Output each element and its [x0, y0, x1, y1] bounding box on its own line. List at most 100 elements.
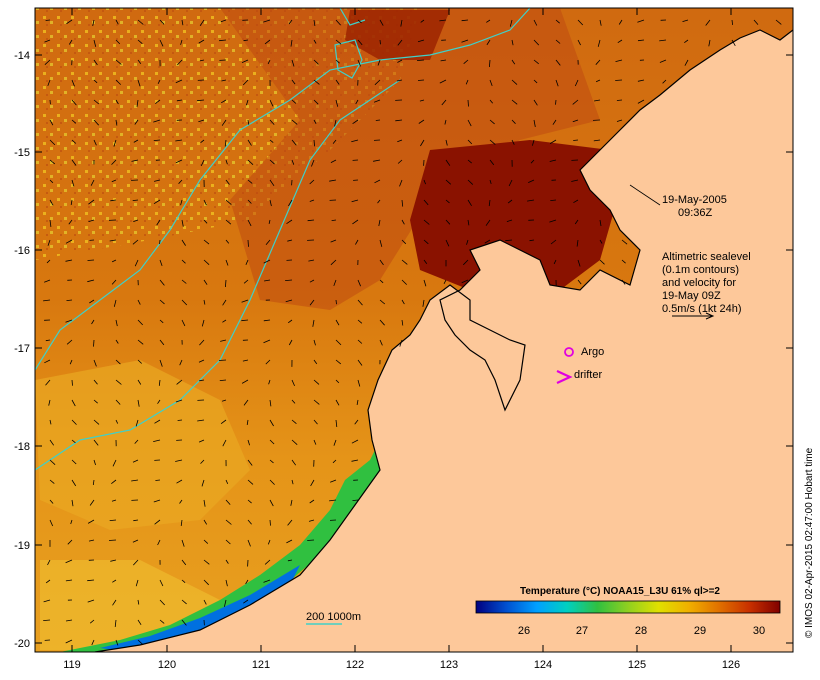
velocity-arrow: [243, 399, 249, 406]
velocity-arrow: [218, 359, 227, 361]
velocity-arrow: [621, 279, 626, 285]
velocity-arrow: [71, 99, 77, 106]
velocity-arrow: [684, 59, 689, 66]
velocity-arrow: [71, 479, 77, 487]
velocity-arrow: [201, 479, 205, 487]
velocity-arrow: [67, 539, 73, 545]
velocity-arrow: [444, 119, 447, 125]
velocity-arrow: [445, 199, 450, 204]
velocity-arrow: [45, 379, 51, 386]
velocity-arrow: [44, 39, 51, 43]
velocity-arrow: [71, 419, 77, 425]
velocity-arrow: [89, 299, 95, 304]
velocity-arrow: [291, 419, 297, 425]
velocity-arrow: [445, 159, 451, 166]
velocity-arrow: [44, 359, 51, 364]
velocity-arrow: [511, 39, 514, 46]
velocity-arrow: [177, 59, 183, 66]
velocity-arrow: [242, 359, 249, 362]
velocity-arrow: [93, 139, 97, 146]
velocity-arrow: [333, 439, 337, 446]
velocity-arrow: [92, 479, 95, 486]
velocity-arrow: [511, 139, 515, 145]
velocity-arrow: [70, 199, 73, 205]
velocity-arrow: [241, 299, 249, 303]
velocity-arrow: [220, 419, 227, 425]
velocity-arrow: [291, 79, 296, 85]
velocity-arrow: [467, 139, 473, 145]
velocity-arrow: [572, 119, 579, 123]
x-axis: [71, 8, 732, 652]
velocity-arrow: [93, 59, 98, 66]
velocity-arrow: [269, 499, 274, 507]
y-tick-label: -14: [14, 50, 30, 62]
velocity-arrow: [175, 139, 183, 142]
velocity-scale-arrowhead: [705, 312, 715, 320]
velocity-arrow: [555, 59, 561, 66]
altimetry-line-3: and velocity for: [662, 277, 736, 289]
velocity-arrow: [87, 599, 95, 603]
velocity-arrow: [199, 19, 205, 27]
velocity-arrow: [71, 79, 75, 87]
velocity-arrow: [335, 419, 338, 428]
velocity-arrow: [553, 259, 557, 265]
velocity-arrow: [159, 579, 164, 587]
velocity-arrow: [137, 399, 140, 407]
velocity-arrow: [263, 19, 271, 23]
velocity-arrow: [269, 419, 274, 427]
velocity-arrow: [180, 519, 183, 526]
colorbar-tick: 27: [576, 625, 588, 637]
velocity-arrow: [399, 179, 403, 187]
velocity-arrow: [203, 539, 209, 544]
velocity-arrow: [443, 279, 447, 284]
velocity-arrow: [243, 39, 249, 42]
velocity-arrow: [221, 79, 227, 82]
velocity-arrow: [153, 499, 161, 503]
velocity-arrow: [420, 139, 425, 147]
velocity-arrow: [203, 259, 210, 265]
velocity-arrow: [731, 19, 733, 25]
velocity-arrow: [220, 19, 227, 23]
velocity-arrow: [511, 59, 516, 65]
x-tick-label: 121: [252, 659, 270, 671]
velocity-arrow: [291, 139, 297, 146]
velocity-arrow: [49, 439, 55, 446]
velocity-arrow: [291, 399, 296, 404]
velocity-arrow: [291, 459, 297, 466]
velocity-arrow: [423, 219, 430, 225]
velocity-arrow: [203, 199, 207, 206]
velocity-arrow: [155, 479, 161, 481]
velocity-arrow: [330, 159, 337, 163]
velocity-arrow: [225, 279, 227, 288]
velocity-arrow: [549, 139, 557, 144]
velocity-arrow: [310, 479, 315, 487]
velocity-arrow: [401, 279, 407, 285]
coastal-blue-band: [100, 565, 300, 652]
velocity-arrow: [132, 459, 139, 463]
velocity-arrow: [599, 19, 602, 26]
velocity-arrow: [637, 79, 645, 82]
velocity-arrow: [220, 339, 227, 342]
velocity-arrow: [489, 99, 494, 104]
velocity-arrow: [154, 419, 161, 424]
cool-patch-west: [35, 360, 250, 530]
velocity-arrow: [159, 339, 165, 346]
velocity-arrow: [489, 179, 492, 185]
velocity-arrow: [397, 39, 403, 46]
velocity-arrow: [110, 559, 117, 562]
velocity-arrow: [114, 619, 117, 627]
velocity-arrow: [224, 139, 227, 147]
velocity-arrow: [225, 579, 228, 587]
velocity-arrow: [511, 99, 518, 105]
velocity-arrow: [181, 19, 184, 26]
velocity-arrow: [550, 239, 557, 245]
velocity-arrow: [355, 99, 359, 105]
velocity-arrow: [463, 259, 469, 266]
velocity-arrow: [90, 179, 95, 186]
velocity-arrow: [399, 339, 403, 347]
velocity-arrow: [93, 379, 98, 385]
velocity-arrow: [357, 339, 363, 344]
velocity-arrow: [137, 39, 143, 45]
velocity-arrow: [225, 159, 228, 165]
velocity-arrow: [70, 519, 73, 525]
